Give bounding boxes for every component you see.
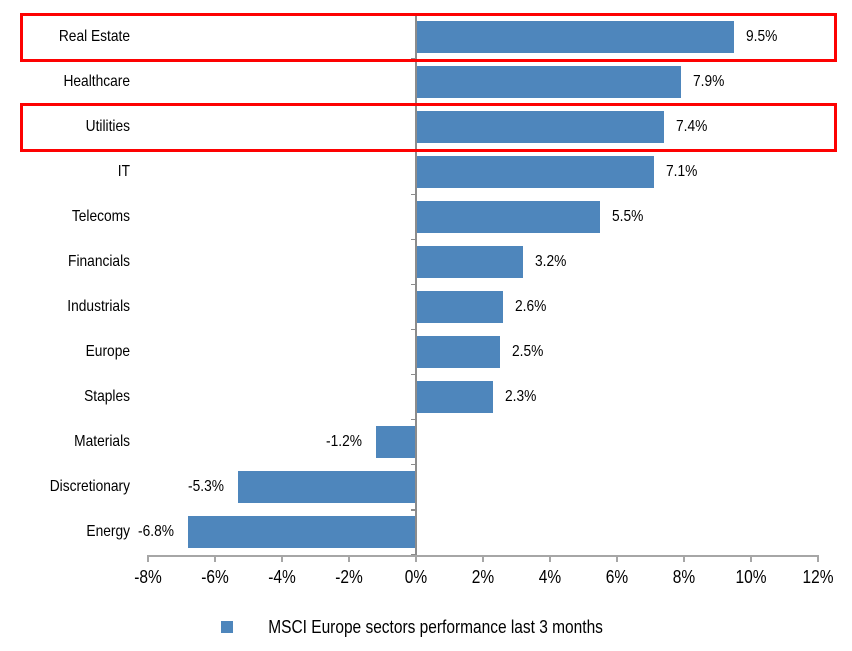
category-axis-tick: [410, 193, 416, 195]
value-label: -5.3%: [188, 478, 225, 496]
category-axis-tick: [410, 509, 416, 511]
category-label: Industrials: [67, 298, 130, 316]
x-tick-label: 2%: [471, 567, 495, 587]
bar: [416, 336, 500, 369]
value-label: 7.1%: [665, 162, 698, 180]
x-tick-label: 8%: [672, 567, 696, 587]
x-tick-label: -6%: [201, 567, 229, 587]
x-axis-tick: [281, 555, 283, 562]
category-axis-tick: [410, 419, 416, 421]
x-axis-tick: [817, 555, 819, 562]
category-label: Telecoms: [71, 207, 130, 225]
category-axis-tick: [410, 283, 416, 286]
x-tick-label: 10%: [735, 567, 767, 587]
category-axis-tick: [410, 58, 416, 60]
x-axis-tick: [348, 555, 350, 562]
x-tick-label: 6%: [605, 567, 629, 587]
legend: MSCI Europe sectors performance last 3 m…: [0, 612, 852, 642]
category-label: Discretionary: [49, 478, 130, 496]
value-label: 2.5%: [511, 343, 544, 361]
zero-axis-line: [415, 14, 417, 555]
bar: [416, 65, 681, 98]
category-axis-tick: [410, 374, 416, 376]
legend-label: MSCI Europe sectors performance last 3 m…: [268, 616, 604, 637]
category-label: Energy: [86, 523, 130, 541]
x-axis-tick: [616, 555, 618, 562]
bar: [416, 381, 494, 414]
legend-swatch-icon: [221, 621, 234, 633]
bar: [416, 20, 735, 53]
category-axis-tick: [410, 238, 416, 240]
x-axis-tick: [147, 555, 149, 562]
category-label: Utilities: [85, 117, 130, 135]
bar: [416, 110, 664, 143]
highlight-box: [20, 103, 837, 153]
category-label: IT: [117, 162, 130, 180]
bar: [416, 155, 654, 188]
bar: [375, 426, 416, 459]
value-label: 2.6%: [515, 298, 547, 316]
bar: [416, 200, 601, 233]
x-tick-label: -2%: [335, 567, 363, 587]
x-axis-tick: [482, 555, 484, 562]
value-label: 3.2%: [535, 252, 567, 270]
value-label: -1.2%: [325, 433, 362, 451]
x-axis-tick: [415, 555, 417, 562]
x-tick-label: -8%: [134, 567, 162, 587]
category-label: Healthcare: [63, 72, 130, 90]
category-label: Staples: [84, 388, 130, 406]
x-axis-tick: [683, 555, 685, 562]
x-tick-label: 0%: [404, 567, 428, 587]
category-axis-tick: [410, 554, 416, 556]
x-axis-tick: [549, 555, 551, 562]
x-tick-label: 4%: [538, 567, 562, 587]
value-label: 5.5%: [612, 207, 644, 225]
value-label: 9.5%: [746, 27, 778, 45]
category-label: Financials: [68, 252, 130, 270]
bar: [416, 245, 524, 278]
category-axis-tick: [410, 464, 416, 466]
bar: [188, 516, 416, 549]
x-tick-label: -4%: [268, 567, 296, 587]
value-label: 7.4%: [675, 117, 708, 135]
x-axis-tick: [214, 555, 216, 562]
bar: [238, 471, 416, 504]
value-label: 2.3%: [505, 388, 537, 406]
x-tick-label: 12%: [802, 567, 834, 587]
value-label: -6.8%: [138, 523, 175, 541]
category-label: Materials: [74, 433, 130, 451]
bar: [416, 291, 504, 324]
category-label: Real Estate: [58, 27, 130, 45]
category-axis-tick: [410, 328, 416, 331]
x-axis-tick: [750, 555, 752, 562]
value-label: 7.9%: [692, 72, 725, 90]
highlight-box: [20, 13, 837, 63]
category-label: Europe: [85, 343, 130, 361]
